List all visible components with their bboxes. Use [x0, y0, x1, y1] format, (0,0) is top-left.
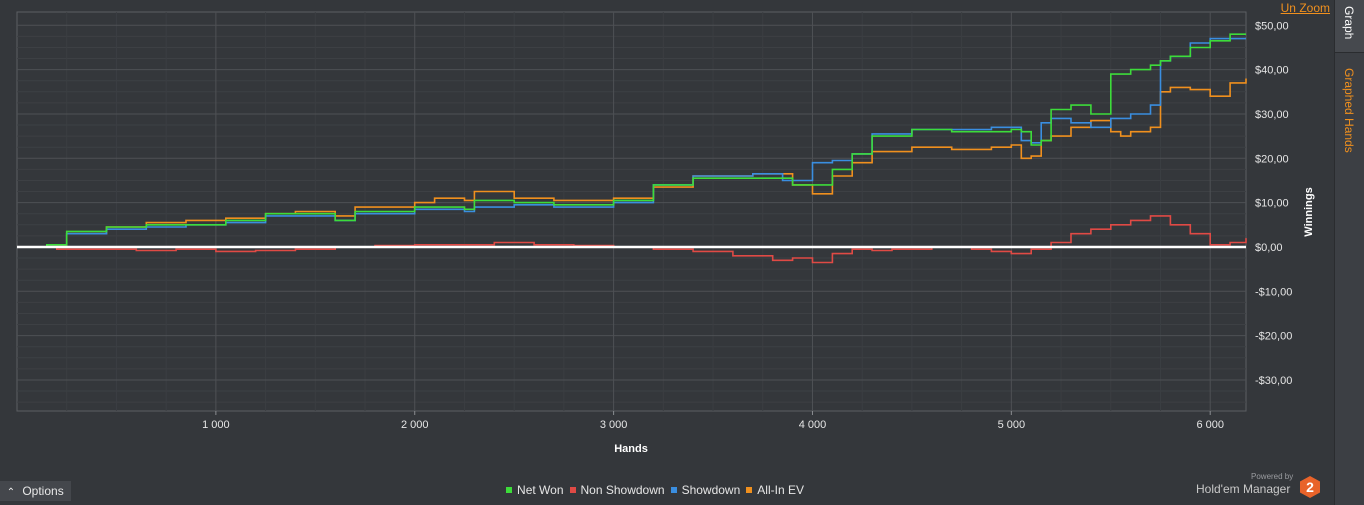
- y-tick-label: $40,00: [1255, 65, 1289, 77]
- y-axis-ticks: $50,00 $40,00 $30,00 $20,00 $10,00 $0,00 -$10,…: [1255, 20, 1292, 387]
- powered-by-text: Powered by: [1251, 472, 1294, 481]
- series-line-non-showdown: [17, 215, 1247, 264]
- legend-item-showdown[interactable]: Showdown: [670, 483, 741, 497]
- y-tick-label: $30,00: [1255, 109, 1289, 121]
- x-axis-ticks: 1 000 2 000 3 000 4 000 5 000 6 000: [202, 411, 1224, 431]
- grid: [16, 11, 1247, 412]
- legend-item-net-won[interactable]: Net Won: [506, 483, 564, 497]
- legend-swatch: [670, 486, 677, 493]
- legend-swatch: [569, 486, 576, 493]
- y-tick-label: -$20,00: [1255, 331, 1292, 343]
- x-tick-label: 6 000: [1196, 419, 1224, 431]
- x-tick-label: 2 000: [401, 419, 429, 431]
- tab-graph-label: Graph: [1342, 6, 1356, 40]
- series-line-net-won: [17, 33, 1246, 248]
- legend-swatch: [506, 486, 513, 493]
- y-tick-label: -$30,00: [1255, 375, 1292, 387]
- y-tick-label: $20,00: [1255, 153, 1289, 165]
- tab-graphed-hands[interactable]: Graphed Hands: [1335, 60, 1364, 160]
- x-tick-label: 3 000: [600, 419, 628, 431]
- hem2-logo-icon: 2: [1300, 476, 1320, 498]
- chart-legend: Net Won Non Showdown Showdown All-In EV: [0, 483, 1310, 497]
- options-label: Options: [22, 484, 64, 498]
- legend-item-all-in-ev[interactable]: All-In EV: [746, 483, 804, 497]
- legend-label: All-In EV: [757, 483, 804, 497]
- y-tick-label: $0,00: [1255, 242, 1283, 254]
- product-name: Hold'em Manager: [1196, 482, 1291, 496]
- series-lines: [17, 33, 1247, 264]
- legend-label: Showdown: [681, 483, 741, 497]
- x-tick-label: 5 000: [998, 419, 1026, 431]
- brand-logo-block: Powered by Hold'em Manager 2: [1196, 472, 1326, 502]
- x-tick-label: 4 000: [799, 419, 827, 431]
- x-axis-title: Hands: [614, 443, 648, 455]
- legend-swatch: [746, 486, 753, 493]
- chevron-up-icon: ⌃: [6, 487, 16, 498]
- legend-label: Non Showdown: [580, 483, 665, 497]
- legend-item-non-showdown[interactable]: Non Showdown: [569, 483, 665, 497]
- tab-graph[interactable]: Graph: [1335, 0, 1364, 53]
- logo-version: 2: [1306, 479, 1314, 495]
- tab-graphed-hands-label: Graphed Hands: [1342, 68, 1356, 153]
- winnings-chart[interactable]: 1 000 2 000 3 000 4 000 5 000 6 000 $50,00 $40…: [0, 0, 1334, 480]
- y-tick-label: $50,00: [1255, 20, 1289, 32]
- side-tab-panel: Graph Graphed Hands: [1334, 0, 1364, 505]
- y-tick-label: -$10,00: [1255, 286, 1292, 298]
- unzoom-link[interactable]: Un Zoom: [1280, 1, 1330, 15]
- options-button[interactable]: ⌃ Options: [0, 481, 71, 501]
- legend-label: Net Won: [517, 483, 564, 497]
- plot-area: [16, 11, 1247, 412]
- y-axis-title: Winnings: [1303, 187, 1315, 236]
- y-tick-label: $10,00: [1255, 198, 1289, 210]
- x-tick-label: 1 000: [202, 419, 230, 431]
